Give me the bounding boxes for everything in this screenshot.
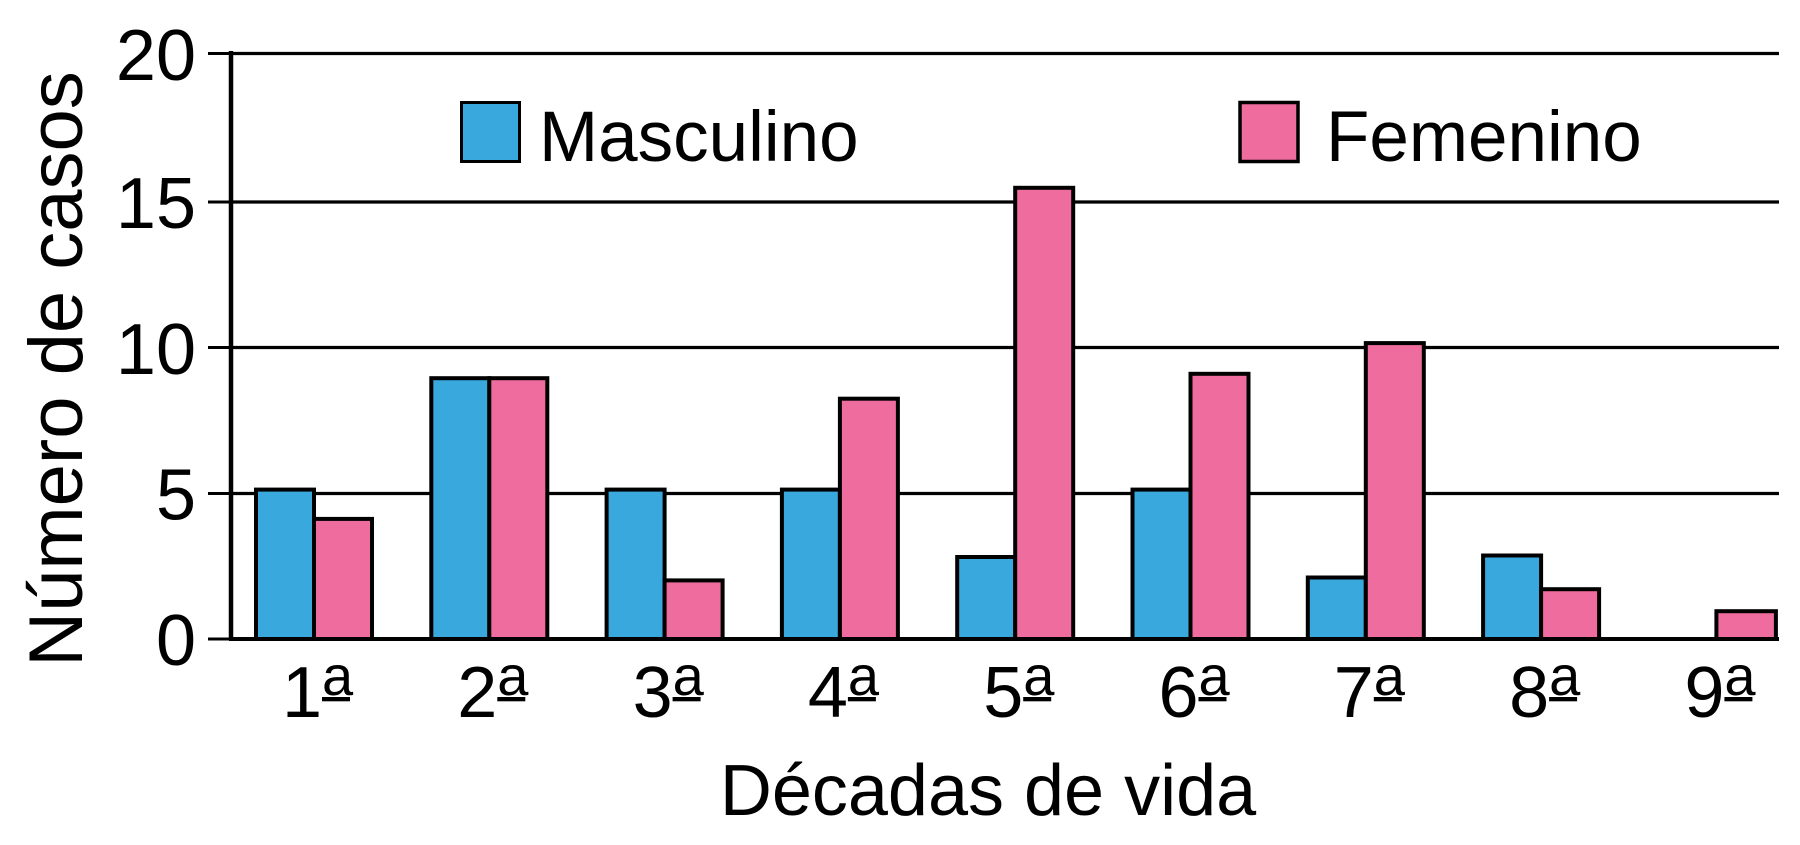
svg-text:Masculino: Masculino xyxy=(539,98,859,177)
svg-text:10: 10 xyxy=(116,310,196,390)
svg-text:20: 20 xyxy=(116,16,196,96)
svg-text:a: a xyxy=(322,644,354,707)
svg-text:a: a xyxy=(497,644,529,707)
svg-text:0: 0 xyxy=(156,601,196,681)
svg-text:a: a xyxy=(848,644,880,707)
svg-text:9: 9 xyxy=(1684,653,1724,733)
svg-text:a: a xyxy=(1374,644,1406,707)
svg-text:Número de casos: Número de casos xyxy=(14,71,99,667)
svg-text:6: 6 xyxy=(1159,653,1199,733)
svg-text:a: a xyxy=(1724,644,1756,707)
svg-text:a: a xyxy=(673,644,705,707)
svg-text:a: a xyxy=(1023,644,1055,707)
svg-text:1: 1 xyxy=(282,653,322,733)
svg-text:5: 5 xyxy=(983,653,1023,733)
svg-text:Décadas de vida: Décadas de vida xyxy=(720,751,1257,831)
svg-text:4: 4 xyxy=(808,653,848,733)
svg-text:2: 2 xyxy=(457,653,497,733)
svg-text:a: a xyxy=(1549,644,1581,707)
svg-text:a: a xyxy=(1199,644,1231,707)
svg-text:7: 7 xyxy=(1334,653,1374,733)
svg-text:8: 8 xyxy=(1509,653,1549,733)
svg-text:Femenino: Femenino xyxy=(1326,98,1642,177)
svg-text:3: 3 xyxy=(633,653,673,733)
svg-text:15: 15 xyxy=(116,164,196,244)
svg-text:5: 5 xyxy=(156,456,196,536)
